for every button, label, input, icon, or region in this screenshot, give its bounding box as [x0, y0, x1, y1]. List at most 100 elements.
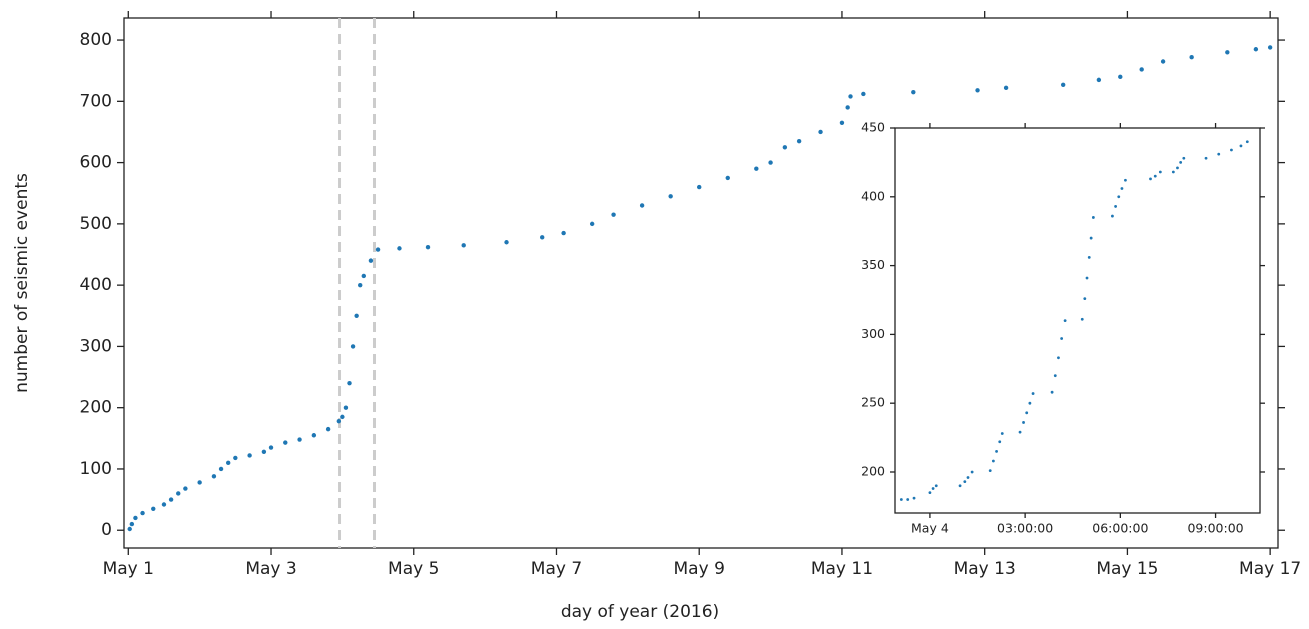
data-point	[611, 212, 616, 217]
data-point	[1225, 50, 1230, 55]
y-tick-label: 100	[80, 459, 112, 479]
data-point	[1022, 421, 1025, 424]
data-point	[140, 510, 145, 516]
x-tick-label: May 7	[531, 559, 582, 579]
data-point	[934, 484, 938, 488]
data-point	[589, 221, 595, 227]
x-tick-label: May 9	[674, 559, 725, 579]
data-point	[375, 247, 381, 252]
data-point	[1111, 214, 1114, 218]
y-tick-label: 450	[861, 120, 885, 135]
x-tick-label: May 5	[388, 559, 439, 579]
data-point	[1053, 374, 1057, 378]
y-tick-label: 200	[861, 463, 885, 478]
data-point	[1120, 187, 1124, 190]
data-point	[988, 469, 992, 473]
x-tick-label: May 11	[811, 559, 873, 579]
data-point	[899, 498, 903, 501]
y-tick-label: 0	[101, 520, 112, 540]
data-point	[347, 380, 352, 386]
data-point	[325, 426, 331, 432]
data-point	[1080, 317, 1084, 321]
y-tick-label: 200	[80, 398, 112, 418]
data-point	[161, 502, 167, 507]
data-point	[1230, 148, 1233, 152]
y-tick-label: 800	[80, 30, 112, 50]
data-point	[1204, 156, 1208, 160]
data-point	[358, 282, 363, 288]
data-point	[1179, 160, 1183, 164]
data-point	[561, 230, 566, 236]
plot-area	[894, 127, 1261, 514]
data-point	[233, 455, 238, 461]
data-point	[504, 240, 509, 245]
data-point	[1060, 337, 1064, 340]
data-point	[906, 498, 910, 501]
data-point	[397, 246, 402, 251]
data-point	[261, 449, 267, 455]
data-point	[1028, 401, 1032, 405]
x-axis-label: day of year (2016)	[561, 602, 719, 622]
data-point	[1060, 82, 1066, 87]
data-point	[1189, 55, 1194, 60]
data-point	[247, 453, 252, 458]
x-tick-label: 03:00:00	[997, 521, 1053, 536]
data-point	[1153, 174, 1157, 178]
data-point	[1003, 85, 1009, 91]
x-tick-label: 06:00:00	[1092, 521, 1148, 536]
data-point	[975, 88, 980, 93]
data-point	[963, 480, 967, 484]
data-point	[991, 459, 995, 463]
data-point	[970, 470, 974, 474]
data-point	[1114, 205, 1117, 208]
data-point	[754, 166, 759, 171]
data-point	[1025, 411, 1029, 415]
data-point	[461, 243, 466, 248]
data-point	[725, 175, 730, 181]
data-point	[966, 476, 970, 479]
data-point	[211, 474, 217, 479]
data-point	[1057, 356, 1060, 360]
data-point	[639, 203, 645, 208]
data-point	[818, 129, 823, 135]
y-tick-label: 300	[80, 336, 112, 356]
data-point	[1096, 77, 1102, 83]
data-point	[1018, 430, 1022, 434]
y-tick-label: 700	[80, 91, 112, 111]
data-point	[368, 258, 374, 263]
data-point	[1217, 152, 1221, 156]
data-point	[1239, 144, 1243, 148]
data-point	[1182, 156, 1186, 160]
data-point	[1267, 45, 1273, 50]
data-point	[225, 460, 231, 466]
y-tick-label: 250	[861, 395, 885, 410]
data-point	[350, 344, 356, 349]
data-point	[133, 515, 138, 521]
data-point	[218, 466, 224, 472]
x-tick-label: May 15	[1096, 559, 1158, 579]
data-point	[540, 235, 545, 240]
data-point	[1139, 67, 1144, 72]
data-point	[1149, 177, 1152, 181]
data-point	[958, 484, 962, 488]
y-tick-label: 350	[861, 257, 885, 272]
data-point	[311, 433, 317, 438]
data-point	[1245, 140, 1249, 144]
data-point	[1118, 74, 1123, 80]
data-point	[845, 105, 850, 110]
data-point	[1158, 170, 1162, 174]
data-point	[1160, 59, 1166, 64]
data-point	[768, 160, 773, 165]
data-point	[129, 521, 135, 527]
data-point	[283, 440, 288, 445]
data-point	[176, 491, 181, 496]
data-point	[848, 94, 853, 99]
y-axis-label: number of seismic events	[12, 173, 32, 393]
x-tick-label: May 3	[245, 559, 296, 579]
x-tick-label: May 17	[1239, 559, 1301, 579]
data-point	[1031, 392, 1035, 395]
data-point	[1171, 170, 1175, 174]
data-point	[782, 145, 788, 150]
x-tick-label: May 13	[954, 559, 1016, 579]
